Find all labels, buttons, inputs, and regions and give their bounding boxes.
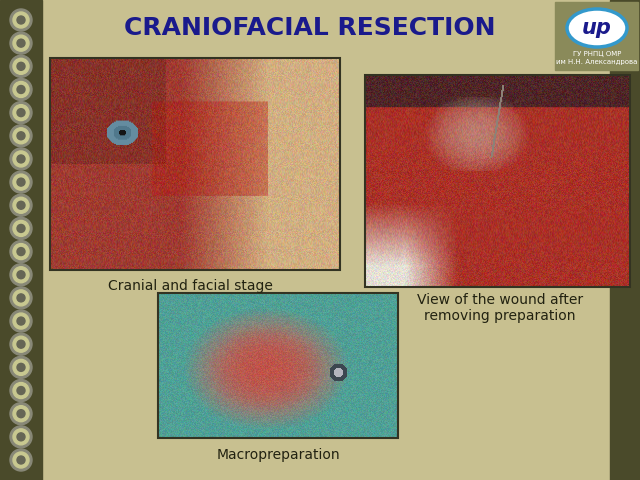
Text: View of the wound after
removing preparation: View of the wound after removing prepara… xyxy=(417,293,583,323)
Circle shape xyxy=(10,403,32,425)
Circle shape xyxy=(17,456,25,464)
Circle shape xyxy=(13,360,29,375)
Circle shape xyxy=(17,155,25,163)
Bar xyxy=(158,293,398,438)
Circle shape xyxy=(13,267,29,283)
Circle shape xyxy=(10,449,32,471)
Circle shape xyxy=(17,39,25,47)
Circle shape xyxy=(10,125,32,147)
Circle shape xyxy=(10,9,32,31)
Circle shape xyxy=(10,32,32,54)
Circle shape xyxy=(13,243,29,260)
Circle shape xyxy=(13,174,29,190)
Circle shape xyxy=(13,128,29,144)
Circle shape xyxy=(13,313,29,329)
Bar xyxy=(365,75,630,287)
Circle shape xyxy=(10,55,32,77)
Circle shape xyxy=(10,356,32,378)
Circle shape xyxy=(13,82,29,97)
Circle shape xyxy=(13,383,29,398)
Circle shape xyxy=(10,171,32,193)
Circle shape xyxy=(17,85,25,94)
Circle shape xyxy=(17,225,25,232)
Circle shape xyxy=(17,363,25,372)
Circle shape xyxy=(17,201,25,209)
Circle shape xyxy=(13,58,29,74)
Circle shape xyxy=(17,294,25,302)
Circle shape xyxy=(17,271,25,279)
Circle shape xyxy=(13,429,29,445)
Circle shape xyxy=(10,217,32,240)
Circle shape xyxy=(17,16,25,24)
Circle shape xyxy=(10,194,32,216)
Circle shape xyxy=(13,220,29,237)
Circle shape xyxy=(13,406,29,422)
Circle shape xyxy=(13,290,29,306)
Circle shape xyxy=(17,132,25,140)
Ellipse shape xyxy=(567,9,627,47)
Circle shape xyxy=(17,386,25,395)
Circle shape xyxy=(17,433,25,441)
Circle shape xyxy=(17,317,25,325)
Text: Macropreparation: Macropreparation xyxy=(216,448,340,462)
Bar xyxy=(555,2,638,70)
Circle shape xyxy=(13,197,29,213)
Circle shape xyxy=(10,264,32,286)
Text: CRANIOFACIAL RESECTION: CRANIOFACIAL RESECTION xyxy=(124,16,496,40)
Text: им Н.Н. Александрова: им Н.Н. Александрова xyxy=(556,59,637,65)
Circle shape xyxy=(10,426,32,448)
Circle shape xyxy=(17,340,25,348)
Circle shape xyxy=(13,35,29,51)
Circle shape xyxy=(17,108,25,117)
Circle shape xyxy=(13,12,29,28)
Circle shape xyxy=(10,380,32,402)
Text: ГУ РНПЦ ОМР: ГУ РНПЦ ОМР xyxy=(573,51,621,57)
Circle shape xyxy=(13,452,29,468)
Circle shape xyxy=(10,78,32,100)
Text: up: up xyxy=(582,18,612,38)
Circle shape xyxy=(13,336,29,352)
Circle shape xyxy=(17,248,25,255)
Circle shape xyxy=(13,151,29,167)
Circle shape xyxy=(17,178,25,186)
Bar xyxy=(610,0,640,480)
Circle shape xyxy=(17,410,25,418)
Circle shape xyxy=(10,310,32,332)
Text: Cranial and facial stage: Cranial and facial stage xyxy=(108,279,273,293)
Circle shape xyxy=(17,62,25,70)
Circle shape xyxy=(10,240,32,263)
Circle shape xyxy=(10,148,32,170)
Bar xyxy=(50,58,340,270)
Circle shape xyxy=(10,102,32,124)
Circle shape xyxy=(10,287,32,309)
Bar xyxy=(0,0,42,480)
Circle shape xyxy=(10,333,32,355)
Circle shape xyxy=(13,105,29,120)
